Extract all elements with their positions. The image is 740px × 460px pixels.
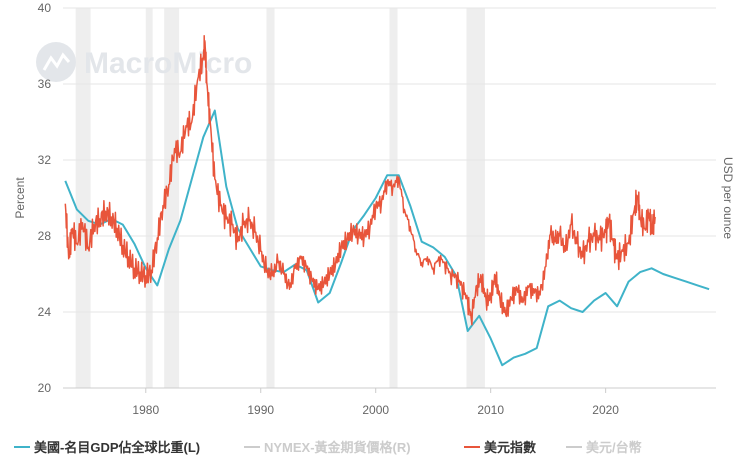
legend-item-0[interactable]: 美國-名目GDP佔全球比重(L): [14, 440, 200, 455]
y-tick-label-28: 28: [38, 229, 52, 243]
legend-label-3: 美元/台幣: [586, 440, 642, 455]
series-line-0: [64, 109, 710, 367]
y-tick-label-36: 36: [38, 77, 52, 91]
legend-item-1[interactable]: NYMEX-黃金期貨價格(R): [244, 440, 411, 455]
y-tick-label-24: 24: [38, 305, 52, 319]
recession-band-3: [266, 8, 275, 388]
y-tick-label-20: 20: [38, 381, 52, 395]
y-axis-right-title: USD per ounce: [721, 157, 735, 239]
axes: Percent USD per ounce 20 24 28 32 36 40 1980 19…: [13, 1, 735, 417]
recession-band-0: [75, 8, 91, 388]
series-line-2: [64, 34, 656, 326]
recession-band-1: [145, 8, 153, 388]
legend-label-0: 美國-名目GDP佔全球比重(L): [34, 440, 200, 455]
legend[interactable]: 美國-名目GDP佔全球比重(L) NYMEX-黃金期貨價格(R) 美元指數 美元/台幣: [14, 440, 642, 455]
legend-label-1: NYMEX-黃金期貨價格(R): [264, 440, 411, 455]
watermark-text: MacroMicro: [84, 47, 252, 80]
x-tick-label-2000: 2000: [362, 403, 389, 417]
y-tick-label-40: 40: [38, 1, 52, 15]
y-tick-label-32: 32: [38, 153, 52, 167]
watermark-logo-line: [42, 52, 71, 71]
watermark-logo-icon: [36, 42, 76, 82]
recession-bands: [75, 8, 485, 388]
macromicro-watermark: MacroMicro: [36, 42, 252, 82]
series-lines: [64, 34, 710, 367]
x-tick-label-2010: 2010: [477, 403, 504, 417]
recession-band-4: [389, 8, 398, 388]
legend-label-2: 美元指數: [484, 440, 536, 455]
y-axis-left-title: Percent: [13, 177, 27, 219]
recession-band-5: [466, 8, 485, 388]
recession-band-2: [164, 8, 180, 388]
legend-item-2[interactable]: 美元指數: [464, 440, 536, 455]
legend-item-3[interactable]: 美元/台幣: [566, 440, 642, 455]
x-tick-label-2020: 2020: [592, 403, 619, 417]
x-tick-label-1990: 1990: [247, 403, 274, 417]
x-tick-label-1980: 1980: [132, 403, 159, 417]
